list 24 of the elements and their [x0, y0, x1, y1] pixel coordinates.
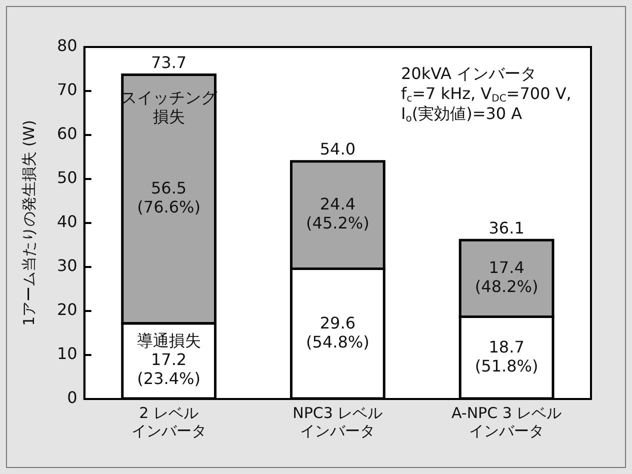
y-tick-label: 20	[57, 300, 78, 320]
y-tick-label: 30	[57, 256, 78, 276]
y-tick-label: 80	[57, 36, 78, 56]
y-tick-label: 70	[57, 80, 78, 100]
y-tick-label: 10	[57, 344, 78, 364]
data-label: 56.5 (76.6%)	[137, 178, 200, 217]
data-label: 17.4 (48.2%)	[474, 258, 538, 296]
y-tick-label: 0	[67, 388, 78, 408]
x-tick-label: 2 レベルインバータ	[131, 404, 206, 440]
y-tick-label: 40	[57, 212, 78, 232]
total-label: 54.0	[320, 140, 356, 159]
y-axis-title: 1アーム当たりの発生損失 (W)	[20, 120, 38, 326]
y-tick-label: 50	[57, 168, 78, 188]
annotation: 20kVA インバータ	[401, 64, 537, 84]
y-tick-label: 60	[57, 124, 78, 144]
total-label: 73.7	[150, 52, 187, 72]
x-tick-label: NPC3 レベルインバータ	[292, 404, 383, 440]
data-label: 29.6 (54.8%)	[306, 313, 370, 352]
total-label: 36.1	[488, 218, 524, 238]
x-tick-label: A-NPC 3 レベルインバータ	[451, 404, 562, 440]
data-label: 24.4 (45.2%)	[306, 194, 370, 233]
data-label: 17.2 (23.4%)	[137, 350, 200, 388]
series-label: 導通損失	[136, 331, 201, 350]
data-label: 18.7 (51.8%)	[474, 337, 538, 376]
